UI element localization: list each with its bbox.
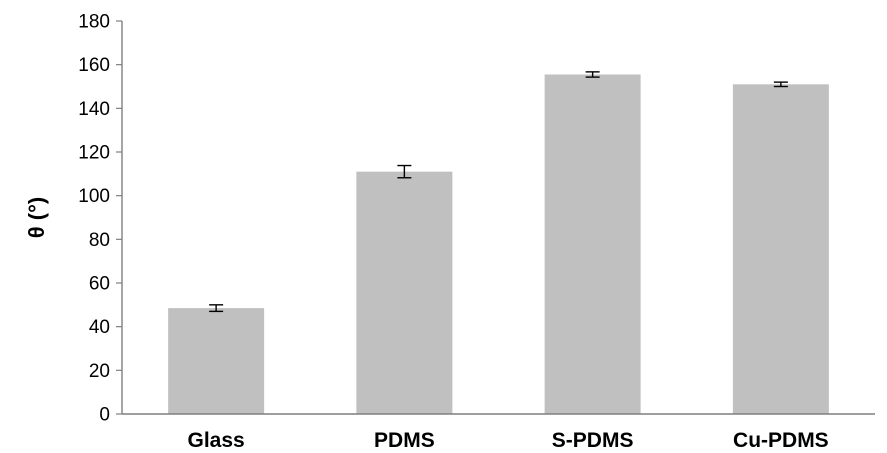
y-tick-label: 20	[89, 361, 110, 382]
x-tick-label: Cu-PDMS	[733, 429, 829, 452]
error-bar-s-pdms	[585, 71, 600, 78]
bar-pdms	[356, 171, 453, 414]
y-tick-label: 80	[89, 230, 110, 251]
y-tick-label: 140	[78, 99, 110, 120]
y-axis-ticks: 0 20 40 60 80 100 120 140 160 180	[78, 12, 122, 426]
bar-s-pdms	[544, 74, 641, 414]
y-tick-label: 100	[78, 186, 110, 207]
x-tick-label: PDMS	[374, 429, 435, 452]
y-tick-label: 40	[89, 317, 110, 338]
bar-cu-pdms	[732, 84, 829, 415]
y-axis-title: θ (°)	[24, 197, 49, 238]
x-axis-labels: Glass PDMS S-PDMS Cu-PDMS	[188, 429, 829, 452]
y-tick-label: 60	[89, 274, 110, 295]
error-bar-glass	[209, 304, 224, 313]
error-bars-group	[209, 71, 788, 313]
x-tick-label: S-PDMS	[552, 429, 634, 452]
error-bar-cu-pdms	[773, 81, 788, 88]
y-tick-label: 160	[78, 55, 110, 76]
y-tick-label: 180	[78, 12, 110, 33]
x-tick-label: Glass	[188, 429, 245, 452]
bar-glass	[168, 308, 265, 414]
y-tick-label: 0	[99, 405, 110, 426]
y-tick-label: 120	[78, 143, 110, 164]
bars-group	[168, 74, 829, 415]
error-bar-pdms	[397, 164, 412, 179]
